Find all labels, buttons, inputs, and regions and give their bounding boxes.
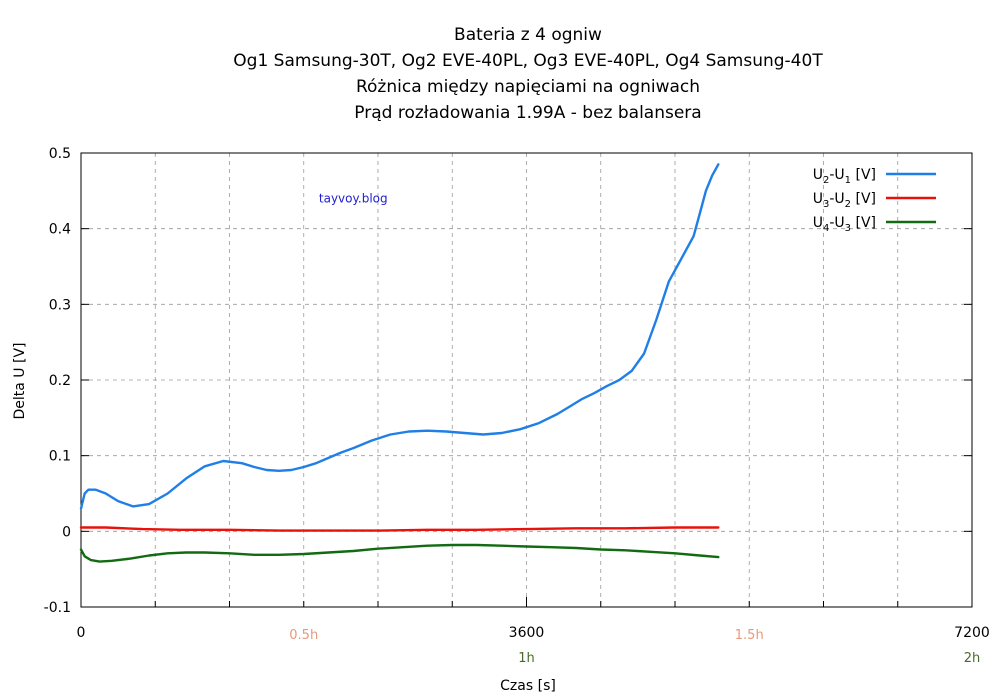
legend: U2-U1 [V] U3-U2 [V] U4-U3 [V] bbox=[813, 167, 936, 234]
legend-label-2: U4-U3 [V] bbox=[813, 215, 876, 234]
title-line-4: Prąd rozładowania 1.99A - bez balansera bbox=[354, 103, 701, 123]
x-tick-label-0: 0 bbox=[77, 625, 86, 641]
series-line-1 bbox=[79, 526, 720, 532]
chart-title: Bateria z 4 ogniw Og1 Samsung-30T, Og2 E… bbox=[233, 25, 823, 123]
title-line-2: Og1 Samsung-30T, Og2 EVE-40PL, Og3 EVE-4… bbox=[233, 51, 823, 71]
axis-ticks: -0.1 0 0.1 0.2 0.3 0.4 0.5 0 3600 7200 bbox=[44, 146, 990, 641]
title-line-1: Bateria z 4 ogniw bbox=[454, 25, 602, 45]
grid-lines bbox=[81, 153, 972, 607]
y-tick-label-4: 0.3 bbox=[49, 297, 71, 313]
watermark-annotation: tayvoy.blog bbox=[319, 191, 388, 205]
time-label-3: 2h bbox=[964, 651, 981, 666]
legend-label-1: U3-U2 [V] bbox=[813, 191, 876, 210]
x-tick-label-2: 7200 bbox=[954, 625, 990, 641]
y-tick-label-3: 0.2 bbox=[49, 373, 71, 389]
time-label-0: 0.5h bbox=[289, 628, 318, 643]
time-label-2: 1h bbox=[518, 651, 535, 666]
x-tick-label-1: 3600 bbox=[509, 625, 545, 641]
title-line-3: Różnica między napięciami na ogniwach bbox=[356, 77, 700, 97]
series-line-0 bbox=[79, 163, 720, 510]
time-label-1: 1.5h bbox=[735, 628, 764, 643]
y-axis-label: Delta U [V] bbox=[12, 343, 28, 420]
time-labels: 0.5h 1.5h 1h 2h bbox=[289, 628, 980, 666]
y-tick-label-0: -0.1 bbox=[44, 600, 71, 616]
y-tick-label-1: 0 bbox=[62, 524, 71, 540]
y-tick-label-5: 0.4 bbox=[49, 222, 71, 238]
legend-label-0: U2-U1 [V] bbox=[813, 167, 876, 186]
series-lines bbox=[79, 163, 720, 563]
y-tick-label-6: 0.5 bbox=[49, 146, 71, 162]
series-line-2 bbox=[79, 543, 720, 563]
x-axis-label: Czas [s] bbox=[500, 678, 556, 694]
y-tick-label-2: 0.1 bbox=[49, 449, 71, 465]
